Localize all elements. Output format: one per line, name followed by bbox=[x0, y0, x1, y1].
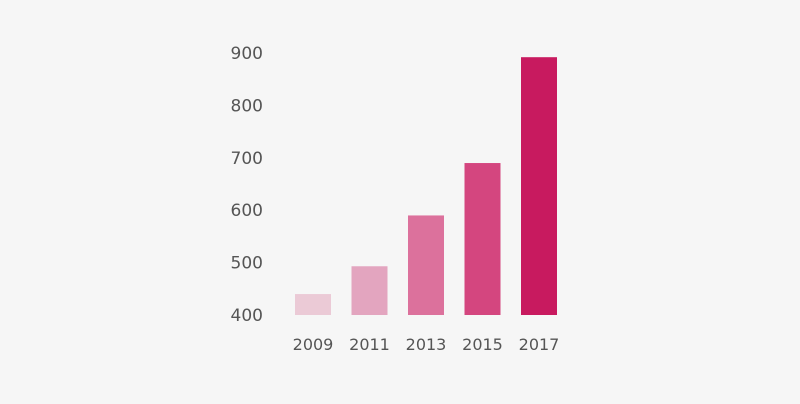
x-tick-label-2011: 2011 bbox=[349, 335, 390, 354]
y-tick-label-800: 800 bbox=[231, 96, 263, 116]
x-tick-label-2009: 2009 bbox=[293, 335, 334, 354]
bars-group bbox=[295, 57, 557, 315]
bar-2013 bbox=[408, 215, 444, 315]
bar-2017 bbox=[521, 57, 557, 315]
y-tick-label-500: 500 bbox=[231, 254, 263, 274]
bar-2015 bbox=[464, 163, 501, 315]
y-axis: 400 500 600 700 800 900 bbox=[231, 44, 263, 326]
y-tick-label-400: 400 bbox=[231, 306, 263, 326]
y-tick-label-600: 600 bbox=[231, 201, 263, 221]
x-axis: 2009 2011 2013 2015 2017 bbox=[293, 335, 560, 354]
x-tick-label-2017: 2017 bbox=[519, 335, 560, 354]
x-tick-label-2013: 2013 bbox=[406, 335, 447, 354]
y-tick-label-900: 900 bbox=[231, 44, 263, 64]
bar-2011 bbox=[351, 266, 388, 315]
x-tick-label-2015: 2015 bbox=[462, 335, 503, 354]
bar-2009 bbox=[295, 294, 331, 315]
y-tick-label-700: 700 bbox=[231, 149, 263, 169]
